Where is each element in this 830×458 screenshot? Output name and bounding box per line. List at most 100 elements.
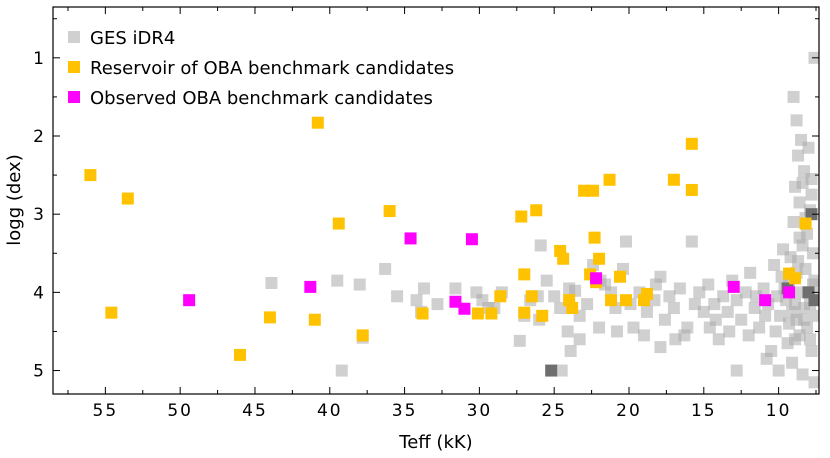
- data-point-s0-117: [649, 278, 662, 291]
- legend-label-0: GES iDR4: [90, 28, 175, 49]
- data-point-s0-42: [658, 313, 671, 326]
- data-point-s0-86: [793, 196, 806, 209]
- data-point-s0-21: [540, 274, 553, 287]
- y-axis-title: logg (dex): [4, 154, 25, 245]
- data-point-s0-131: [810, 309, 819, 322]
- data-point-s0-125: [769, 325, 782, 338]
- x-tick-label: 40: [317, 401, 343, 421]
- data-point-s2-31: [605, 294, 618, 307]
- data-point-s2-12: [485, 307, 498, 320]
- x-tick-label: 25: [541, 401, 567, 421]
- data-point-s3-6: [590, 272, 603, 285]
- y-tick-label: 1: [33, 49, 44, 69]
- data-point-s0-118: [669, 333, 682, 346]
- legend-label-1: Reservoir of OBA benchmark candidates: [90, 58, 454, 79]
- data-point-s0-137: [808, 274, 819, 287]
- data-point-s0-138: [798, 302, 811, 314]
- data-point-s2-6: [311, 116, 324, 129]
- data-point-s2-8: [356, 329, 369, 342]
- data-point-s0-136: [796, 176, 809, 189]
- data-point-s3-8: [759, 294, 772, 307]
- legend-label-2: Observed OBA benchmark candidates: [90, 88, 433, 109]
- data-point-s0-120: [709, 313, 722, 326]
- data-point-s1-1: [808, 294, 819, 307]
- plot-frame: [52, 6, 820, 395]
- data-point-s0-50: [702, 278, 715, 291]
- data-point-s0-135: [805, 188, 818, 201]
- legend-marker-2: [68, 91, 80, 103]
- data-point-s2-41: [799, 217, 812, 230]
- data-point-s0-113: [573, 333, 586, 346]
- data-point-s0-52: [712, 333, 725, 346]
- data-point-s0-58: [739, 286, 752, 299]
- data-point-s0-119: [688, 298, 701, 311]
- data-point-s0-37: [627, 321, 640, 334]
- data-point-s0-122: [742, 329, 755, 342]
- data-point-s2-16: [518, 306, 531, 319]
- data-point-s0-45: [673, 282, 686, 295]
- data-point-s2-21: [557, 252, 570, 265]
- legend: GES iDR4 Reservoir of OBA benchmark candi…: [68, 28, 454, 109]
- y-tick-label: 5: [33, 362, 44, 382]
- x-tick-label: 30: [467, 401, 493, 421]
- data-point-s0-133: [793, 231, 806, 244]
- data-point-s0-57: [735, 313, 748, 326]
- data-point-s2-29: [593, 252, 606, 265]
- data-point-s0-97: [793, 329, 806, 342]
- x-tick-label: 55: [93, 401, 119, 421]
- data-point-s2-13: [494, 290, 507, 303]
- data-point-s0-101: [796, 368, 809, 381]
- data-point-s3-7: [727, 280, 740, 293]
- data-point-s0-115: [611, 325, 624, 338]
- data-point-s2-2: [105, 306, 118, 319]
- data-point-s0-139: [790, 313, 803, 326]
- data-point-s0-106: [555, 364, 568, 377]
- x-tick-label: 10: [766, 401, 792, 421]
- data-point-s0-99: [760, 352, 773, 365]
- data-point-s0-30: [593, 321, 606, 334]
- x-tick-label: 15: [691, 401, 717, 421]
- data-point-s0-43: [663, 290, 676, 303]
- data-point-s0-80: [787, 90, 800, 103]
- data-point-s2-40: [789, 272, 802, 285]
- data-point-s3-1: [304, 280, 317, 293]
- y-tick-label: 4: [33, 283, 44, 303]
- data-point-s2-35: [640, 287, 653, 300]
- points-layer: [84, 51, 819, 389]
- data-point-s0-22: [548, 290, 561, 303]
- data-point-s0-1: [331, 274, 344, 287]
- data-point-s0-60: [748, 302, 761, 314]
- data-point-s2-19: [536, 309, 549, 322]
- x-axis-title: Teff (kK): [398, 432, 472, 453]
- legend-marker-0: [68, 31, 80, 43]
- data-point-s0-59: [744, 266, 757, 279]
- data-point-s0-104: [772, 364, 785, 377]
- data-point-s0-28: [581, 298, 594, 311]
- data-point-s2-17: [525, 290, 538, 303]
- data-point-s0-116: [637, 329, 650, 342]
- x-tick-label: 35: [392, 401, 418, 421]
- data-point-s0-94: [784, 251, 797, 264]
- data-point-s2-1: [121, 192, 134, 205]
- data-point-s0-8: [418, 282, 431, 295]
- data-point-s2-32: [614, 270, 627, 283]
- data-point-s0-100: [786, 356, 799, 369]
- data-point-s0-5: [379, 262, 392, 275]
- data-point-s0-98: [781, 337, 794, 350]
- data-point-s2-38: [685, 183, 698, 196]
- data-point-s2-37: [685, 137, 698, 150]
- data-point-s0-65: [768, 259, 781, 271]
- data-point-s2-33: [620, 294, 632, 307]
- data-point-s3-9: [783, 286, 796, 299]
- data-point-s2-4: [263, 311, 276, 324]
- data-point-s0-47: [685, 235, 698, 248]
- data-point-s3-5: [465, 233, 478, 246]
- data-point-s2-15: [518, 268, 531, 281]
- data-point-s0-16: [513, 334, 526, 347]
- data-point-s0-61: [753, 321, 766, 334]
- data-point-s2-10: [416, 307, 429, 320]
- data-point-s0-4: [335, 364, 348, 377]
